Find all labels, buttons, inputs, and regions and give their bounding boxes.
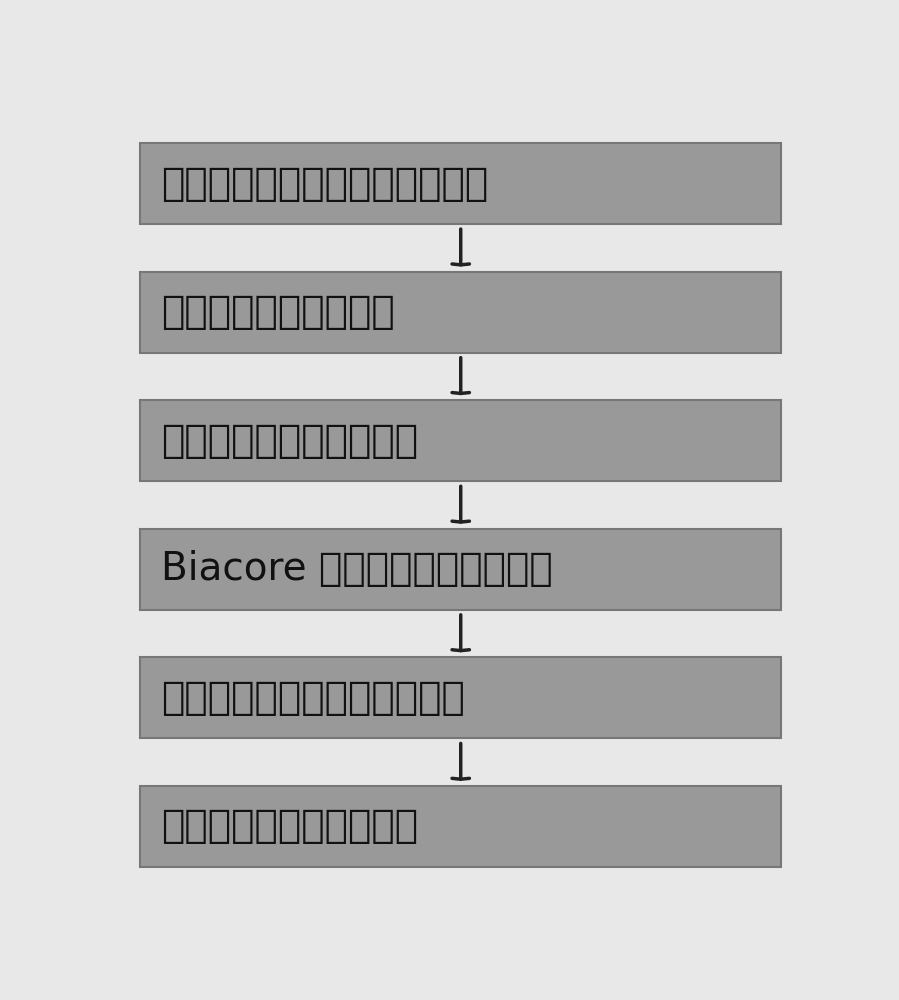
Text: 小鼠体内肿瘤靶向性试验: 小鼠体内肿瘤靶向性试验 xyxy=(161,807,418,845)
FancyBboxPatch shape xyxy=(140,400,781,481)
FancyBboxPatch shape xyxy=(140,143,781,224)
Text: 对接筛选优选的多肽配体: 对接筛选优选的多肽配体 xyxy=(161,422,418,460)
FancyBboxPatch shape xyxy=(140,529,781,610)
FancyBboxPatch shape xyxy=(140,272,781,353)
Text: 建立倾向性多肽配体库: 建立倾向性多肽配体库 xyxy=(161,293,395,331)
FancyBboxPatch shape xyxy=(140,786,781,867)
Text: Biacore 检测多肽与受体亲和力: Biacore 检测多肽与受体亲和力 xyxy=(161,550,553,588)
Text: 体外肿瘤细胞特异性结合实验: 体外肿瘤细胞特异性结合实验 xyxy=(161,679,465,717)
FancyBboxPatch shape xyxy=(140,657,781,738)
Text: 寻找多肽配体与受体的结合位点: 寻找多肽配体与受体的结合位点 xyxy=(161,165,488,203)
